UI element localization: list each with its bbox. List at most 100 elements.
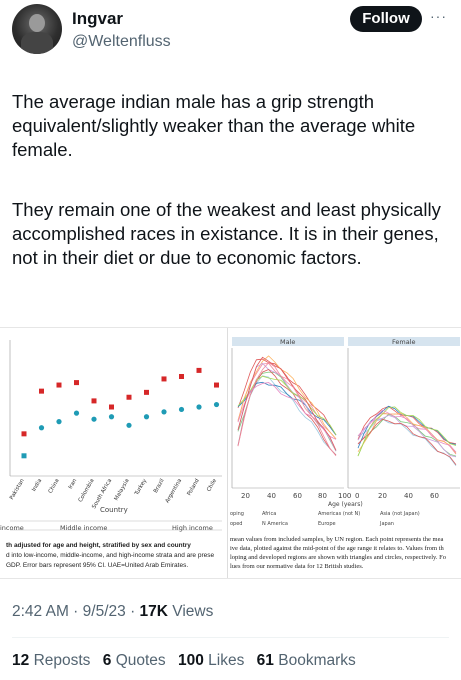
male-curve-10: [237, 356, 337, 451]
legend-americas: Americas (not N): [318, 511, 361, 517]
country-axis-label: Country: [100, 506, 128, 514]
divider: [12, 637, 449, 638]
female-mark-2: [56, 419, 62, 425]
legend-left-2: oped: [230, 521, 243, 527]
more-options-icon[interactable]: ···: [430, 8, 447, 24]
tick-male-80: 80: [318, 492, 327, 500]
right-caption-4: lues from our normative data for 12 Brit…: [230, 563, 364, 570]
bookmarks-count: 61: [256, 652, 274, 669]
tick-female-40: 40: [404, 492, 413, 500]
female-mark-9: [178, 406, 185, 413]
male-curve-0: [237, 358, 337, 436]
male-curve-1: [237, 362, 337, 440]
male-mark-6: [126, 394, 132, 400]
author-handle[interactable]: @Weltenfluss: [72, 33, 171, 50]
female-curve-6: [357, 414, 457, 458]
male-curve-2: [237, 371, 337, 452]
reposts-label: Reposts: [33, 652, 91, 669]
right-caption-1: mean values from included samples, by UN…: [230, 536, 444, 543]
country-tick-10: Poland: [186, 478, 200, 497]
country-tick-11: Chile: [206, 477, 218, 492]
female-curve-8: [357, 406, 457, 457]
country-tick-7: Turkey: [134, 477, 149, 497]
female-curve-9: [357, 409, 457, 453]
tweet-paragraph-2: They remain one of the weakest and least…: [12, 199, 441, 268]
female-curve-7: [357, 418, 457, 466]
female-mark-4: [91, 416, 97, 422]
male-curve-7: [237, 369, 337, 456]
country-tick-2: China: [48, 478, 61, 495]
male-mark-3: [74, 380, 79, 386]
income-label-middle: Middle income: [60, 524, 108, 532]
male-mark-2: [56, 382, 62, 388]
left-caption-1: th adjusted for age and height, stratifi…: [6, 542, 191, 549]
income-label-low: income: [0, 524, 24, 532]
views-label: Views: [172, 603, 214, 620]
quotes-count: 6: [102, 652, 112, 669]
legend-africa: Africa: [262, 511, 277, 517]
country-tick-8: Brazil: [153, 478, 166, 495]
engagement-stats: 12 Reposts 6 Quotes 100 Likes 61 Bookmar…: [12, 652, 364, 670]
tick-male-100: 100: [338, 492, 352, 500]
tick-male-20: 20: [241, 492, 250, 500]
income-label-high: High income: [172, 524, 213, 532]
female-mark-3: [73, 410, 80, 416]
grip-age-chart: [231, 337, 460, 489]
tick-female-60: 60: [430, 492, 439, 500]
male-mark-9: [179, 374, 184, 379]
female-mark-11: [213, 401, 220, 408]
panel-title-female: Female: [392, 338, 416, 346]
male-curve-11: [237, 362, 337, 457]
female-mark-0: [21, 453, 27, 459]
figure-grip-by-country: Pakistan India China Iran Colombia South Afri…: [0, 328, 226, 578]
left-caption-2: d into low-income, middle-income, and hi…: [6, 552, 215, 559]
left-caption-3: GDP. Error bars represent 95% CI. UAE=Un…: [6, 562, 189, 569]
avatar-head: [29, 14, 45, 32]
panel-title-male: Male: [280, 338, 296, 346]
female-mark-7: [143, 414, 150, 420]
male-mark-10: [196, 367, 202, 373]
author-name[interactable]: Ingvar: [72, 9, 124, 28]
country-tick-6: Malaysia: [114, 478, 131, 502]
figure-grip-by-age: Male Female 20 40 60 80 100 0 20 40 60 A…: [227, 328, 461, 578]
male-curve-5: [237, 355, 337, 440]
male-mark-11: [214, 382, 219, 388]
age-axis-label: Age (years): [328, 501, 363, 508]
legend-asia: Asia (not Japan): [380, 511, 420, 517]
likes-count: 100: [177, 652, 204, 669]
avatar[interactable]: [12, 4, 62, 54]
country-tick-0: Pakistan: [9, 478, 26, 501]
tick-male-60: 60: [293, 492, 302, 500]
reposts-count: 12: [12, 652, 30, 669]
male-mark-4: [91, 398, 97, 404]
views-count: 17K: [139, 603, 168, 620]
tweet-media[interactable]: Pakistan India China Iran Colombia South Afri…: [0, 327, 461, 579]
male-mark-8: [161, 376, 167, 382]
reposts-stat[interactable]: 12 Reposts: [12, 652, 90, 669]
follow-button[interactable]: Follow: [350, 6, 422, 32]
bookmarks-stat[interactable]: 61 Bookmarks: [257, 652, 356, 669]
female-mark-5: [108, 414, 115, 420]
tick-female-20: 20: [378, 492, 387, 500]
bookmarks-label: Bookmarks: [278, 652, 356, 669]
likes-label: Likes: [208, 652, 245, 669]
legend-left-1: oping: [230, 511, 244, 517]
tick-female-0: 0: [355, 492, 360, 500]
avatar-body: [21, 32, 53, 54]
female-curve-5: [357, 412, 457, 454]
tweet-timestamp[interactable]: 2:42 AM · 9/5/23 · 17K Views: [12, 603, 214, 620]
female-mark-6: [126, 422, 132, 428]
quotes-label: Quotes: [115, 652, 166, 669]
female-mark-8: [161, 409, 167, 415]
country-tick-1: India: [31, 478, 43, 493]
likes-stat[interactable]: 100 Likes: [178, 652, 244, 669]
male-mark-7: [144, 389, 149, 395]
male-mark-5: [109, 404, 114, 410]
female-mark-10: [196, 404, 202, 410]
quotes-stat[interactable]: 6 Quotes: [103, 652, 166, 669]
male-curve-3: [237, 375, 337, 456]
country-tick-4: Colombia: [78, 478, 96, 503]
female-mark-1: [38, 425, 45, 431]
legend-n-america: N America: [262, 521, 288, 527]
